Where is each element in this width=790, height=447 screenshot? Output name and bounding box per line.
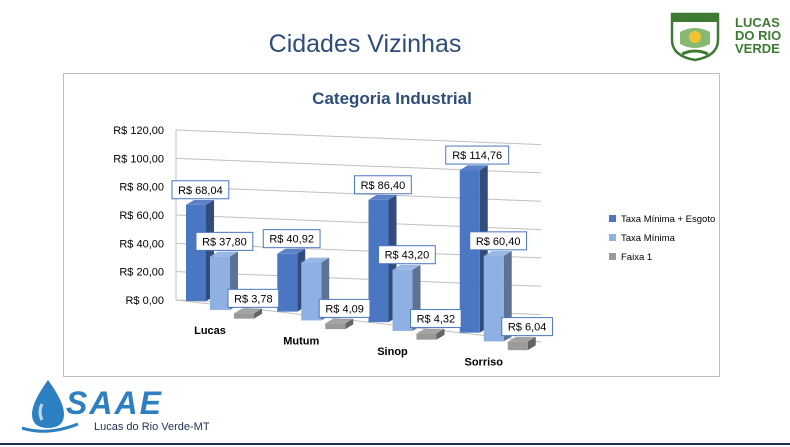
bar-top <box>301 257 330 263</box>
brand-line-3: VERDE <box>735 41 780 56</box>
lucas-do-rio-verde-logo: LUCAS DO RIO VERDE <box>668 10 786 62</box>
bar-front <box>507 341 528 351</box>
bar-top <box>210 251 238 257</box>
chart-frame: Categoria Industrial R$ 0,00 R$ 20,00 R$ 4… <box>63 73 720 377</box>
chart-title: Categoria Industrial <box>312 89 472 108</box>
data-label-box <box>262 229 321 249</box>
bar-top <box>234 308 262 314</box>
data-label: R$ 68,04 <box>178 185 223 197</box>
saae-subtitle: Lucas do Rio Verde-MT <box>94 421 210 433</box>
data-label: R$ 114,76 <box>452 150 502 162</box>
bar <box>507 336 536 351</box>
bar-front <box>234 313 254 319</box>
legend-swatch <box>609 215 616 222</box>
bar-top <box>392 264 421 270</box>
legend-swatch <box>609 253 616 260</box>
chart-legend: Taxa Mínima + Esgoto Taxa Mínima Faixa 1 <box>609 214 715 263</box>
bar-top <box>483 251 512 256</box>
x-category-label: Mutum <box>283 335 319 347</box>
bar <box>325 318 354 330</box>
data-label: R$ 60,40 <box>476 236 521 248</box>
bar-front <box>483 255 504 342</box>
saae-logo: SAAE Lucas do Rio Verde-MT <box>21 376 212 436</box>
water-drop-icon: SAAE Lucas do Rio Verde-MT <box>21 380 210 433</box>
data-label-box <box>171 180 230 200</box>
bar-top <box>186 199 214 205</box>
data-label-box <box>501 317 553 337</box>
bar-front <box>325 323 346 330</box>
bar-side <box>345 318 354 330</box>
legend-label: Faixa 1 <box>621 252 652 263</box>
gridline <box>175 129 542 146</box>
brand-line-2: DO RIO <box>735 28 782 43</box>
y-tick-label: R$ 100,00 <box>113 153 164 165</box>
bar-side <box>527 336 536 351</box>
data-label-box <box>354 175 412 195</box>
data-label: R$ 6,04 <box>508 322 547 334</box>
y-tick-label: R$ 0,00 <box>125 295 164 307</box>
data-label: R$ 43,20 <box>385 250 430 262</box>
x-category-label: Sinop <box>377 346 408 358</box>
bar-front <box>392 269 413 331</box>
data-label-box <box>318 298 371 318</box>
data-label: R$ 4,09 <box>325 303 364 315</box>
bar-side <box>436 328 445 340</box>
bar-top <box>416 328 445 334</box>
data-label-box <box>445 145 510 165</box>
bar-side <box>254 308 262 319</box>
x-category-label: Sorriso <box>464 356 503 368</box>
bar <box>277 248 306 312</box>
footer-divider <box>0 443 790 445</box>
bar-top <box>325 318 354 324</box>
y-tick-label: R$ 20,00 <box>119 267 164 279</box>
legend-label: Taxa Mínima <box>621 233 676 244</box>
bar-front <box>459 170 480 333</box>
bar-top <box>507 336 536 342</box>
legend-label: Taxa Mínima + Esgoto <box>621 214 715 225</box>
data-labels: R$ 68,04 R$ 37,80 R$ 3,78 R$ 40,92 R$ 4,09 R$… <box>171 145 553 337</box>
data-label-box <box>227 288 280 308</box>
data-label: R$ 37,80 <box>202 236 247 248</box>
slide-title: Cidades Vizinhas <box>268 30 462 58</box>
y-tick-label: R$ 120,00 <box>113 125 164 137</box>
bar-front <box>416 333 437 340</box>
bar-front <box>186 204 206 302</box>
y-tick-label: R$ 80,00 <box>119 182 164 194</box>
municipal-crest-icon <box>670 12 720 62</box>
bar-top <box>277 248 306 254</box>
data-label-box <box>195 231 254 251</box>
y-tick-label: R$ 60,00 <box>119 210 164 222</box>
bar-chart: Categoria Industrial R$ 0,00 R$ 20,00 R$ 4… <box>113 89 715 369</box>
y-tick-label: R$ 40,00 <box>119 238 164 250</box>
bar-front <box>301 262 322 321</box>
data-label-box <box>410 309 462 329</box>
data-label: R$ 3,78 <box>234 293 273 305</box>
data-label-box <box>378 245 436 265</box>
brand-text: LUCAS DO RIO VERDE <box>735 16 785 55</box>
bar-front <box>210 256 230 310</box>
bar <box>416 328 445 340</box>
x-axis: Lucas Mutum Sinop Sorriso <box>194 325 503 369</box>
bar <box>234 308 262 319</box>
data-label: R$ 86,40 <box>361 180 406 192</box>
bar-top <box>368 194 397 200</box>
bar-top <box>459 165 488 171</box>
y-axis: R$ 0,00 R$ 20,00 R$ 40,00 R$ 60,00 R$ 80,00 R… <box>113 125 177 307</box>
data-label: R$ 4,32 <box>417 314 456 326</box>
saae-brand-text: SAAE <box>66 385 163 421</box>
legend-swatch <box>609 234 616 241</box>
bar-front <box>277 253 298 312</box>
brand-line-1: LUCAS <box>735 15 780 30</box>
data-label: R$ 40,92 <box>269 234 314 246</box>
x-category-label: Lucas <box>194 325 226 337</box>
data-label-box <box>469 231 528 251</box>
